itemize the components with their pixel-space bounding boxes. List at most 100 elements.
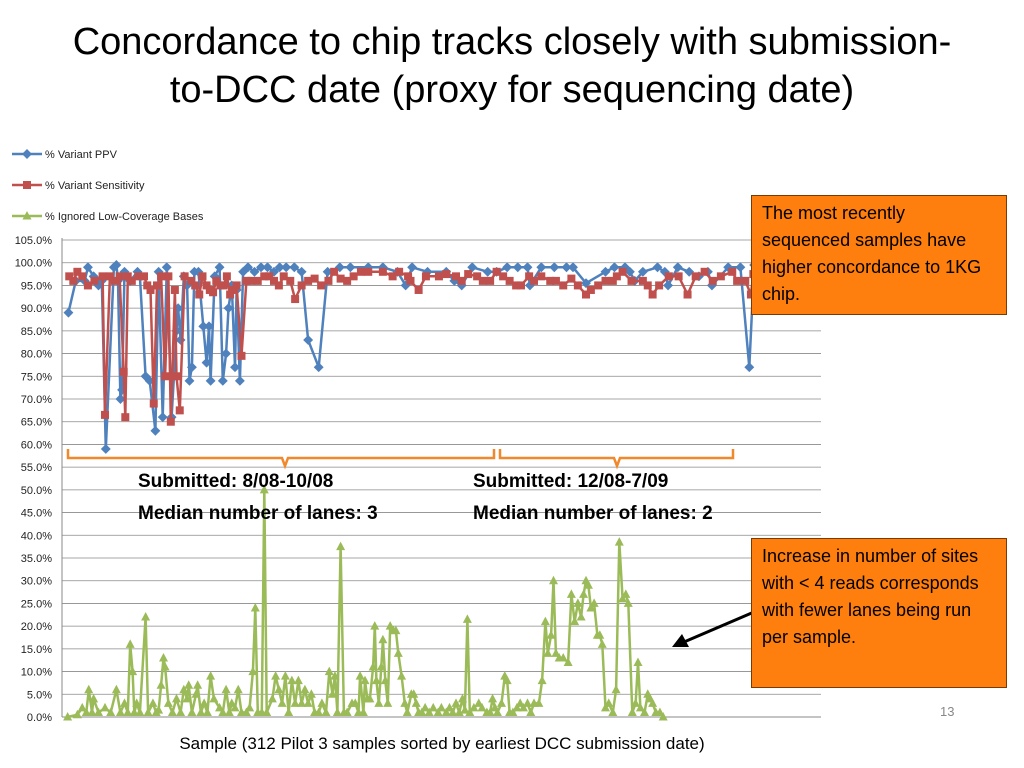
sensitivity-point <box>627 276 636 285</box>
y-tick-label: 45.0% <box>21 508 52 520</box>
ignored-point <box>378 634 388 644</box>
ignored-point <box>549 575 558 585</box>
y-tick-label: 85.0% <box>21 326 52 338</box>
sensitivity-point <box>404 272 413 281</box>
sensitivity-point <box>253 276 262 285</box>
ignored-point <box>374 698 384 707</box>
sensitivity-point <box>161 372 170 381</box>
ignored-point <box>537 675 547 685</box>
sensitivity-point <box>728 267 737 276</box>
sensitivity-point <box>115 272 124 281</box>
sensitivity-point <box>406 276 415 285</box>
sensitivity-point <box>505 276 514 285</box>
sensitivity-point <box>741 276 750 285</box>
legend-label: % Variant PPV <box>45 149 118 161</box>
ignored-point <box>474 698 484 707</box>
sensitivity-point <box>349 272 358 281</box>
sensitivity-point <box>464 270 473 279</box>
y-tick-label: 80.0% <box>21 349 52 361</box>
sensitivity-point <box>69 276 78 285</box>
sensitivity-point <box>202 281 211 290</box>
ignored-point <box>303 698 313 707</box>
sensitivity-point <box>260 272 269 281</box>
ignored-point <box>358 707 368 716</box>
ignored-point <box>397 671 407 680</box>
y-tick-label: 70.0% <box>21 394 52 406</box>
x-axis-label: Sample (312 Pilot 3 samples sorted by ea… <box>179 734 705 753</box>
ppv-point <box>157 412 168 423</box>
legend-label: % Variant Sensitivity <box>45 180 145 192</box>
ignored-point <box>87 707 97 716</box>
annotation-right: Submitted: 12/08-7/09 Median number of l… <box>473 466 713 530</box>
ignored-point <box>355 671 365 680</box>
ignored-point <box>132 698 142 707</box>
sensitivity-point <box>297 281 306 290</box>
sensitivity-point <box>153 281 161 290</box>
ignored-point <box>546 630 556 639</box>
ignored-point <box>159 652 168 662</box>
ignored-point <box>655 707 665 716</box>
sensitivity-point <box>247 276 256 285</box>
ppv-point <box>289 262 300 273</box>
ignored-point <box>63 712 73 721</box>
sensitivity-point <box>134 272 143 281</box>
y-tick-label: 75.0% <box>21 371 52 383</box>
ppv-point <box>744 362 755 373</box>
ignored-point <box>156 680 166 689</box>
ignored-point <box>445 702 454 712</box>
sensitivity-point <box>594 281 603 290</box>
sensitivity-point <box>582 290 590 299</box>
ignored-point <box>328 689 337 698</box>
ignored-point <box>125 639 135 648</box>
ignored-point <box>428 702 438 712</box>
annotation-left: Submitted: 8/08-10/08 Median number of l… <box>138 466 378 530</box>
sensitivity-point <box>286 276 295 285</box>
sensitivity-point <box>452 272 460 281</box>
sensitivity-point <box>708 276 717 285</box>
y-tick-label: 90.0% <box>21 303 52 315</box>
sensitivity-point <box>517 281 525 290</box>
ppv-point <box>522 262 533 273</box>
ppv-point <box>198 321 209 332</box>
sensitivity-point <box>83 281 92 290</box>
ignored-point <box>115 707 125 716</box>
ignored-point <box>199 698 209 707</box>
ignored-point <box>89 693 99 703</box>
sensitivity-point <box>317 281 326 290</box>
ignored-point <box>515 698 525 707</box>
sensitivity-point <box>457 276 466 285</box>
ignored-point <box>284 707 294 716</box>
sensitivity-point <box>180 272 189 281</box>
y-tick-label: 35.0% <box>21 553 52 565</box>
sensitivity-point <box>242 276 251 285</box>
ignored-point <box>332 707 342 716</box>
sensitivity-point <box>364 267 373 276</box>
sensitivity-point <box>683 290 692 299</box>
ignored-point <box>290 698 300 707</box>
sensitivity-point <box>127 276 136 285</box>
y-tick-label: 40.0% <box>21 530 52 542</box>
sensitivity-point <box>586 285 595 294</box>
sensitivity-point <box>170 285 179 294</box>
sensitivity-point <box>270 276 278 285</box>
ignored-point <box>84 684 94 694</box>
ignored-point <box>196 707 206 716</box>
sensitivity-point <box>414 285 423 294</box>
sensitivity-point <box>291 295 300 304</box>
slide-title: Concordance to chip tracks closely with … <box>0 18 1024 114</box>
sensitivity-point <box>573 281 582 290</box>
ignored-point <box>458 693 467 703</box>
sensitivity-point <box>655 281 664 290</box>
ignored-point <box>218 707 228 716</box>
ignored-point <box>262 707 272 716</box>
ppv-point <box>561 262 572 273</box>
ppv-point <box>230 362 240 373</box>
ignored-point <box>601 702 610 712</box>
ignored-point <box>558 652 568 662</box>
ignored-point <box>321 707 331 716</box>
y-axis-ticks: 0.0% 5.0% 10.0% 15.0% 20.0% 25.0% 30.0% 35.0% 40… <box>15 235 53 724</box>
sensitivity-point <box>237 351 246 360</box>
y-tick-label: 5.0% <box>27 689 52 701</box>
ppv-point <box>256 262 266 273</box>
callout-bottom: Increase in number of sites with < 4 rea… <box>751 538 1007 688</box>
